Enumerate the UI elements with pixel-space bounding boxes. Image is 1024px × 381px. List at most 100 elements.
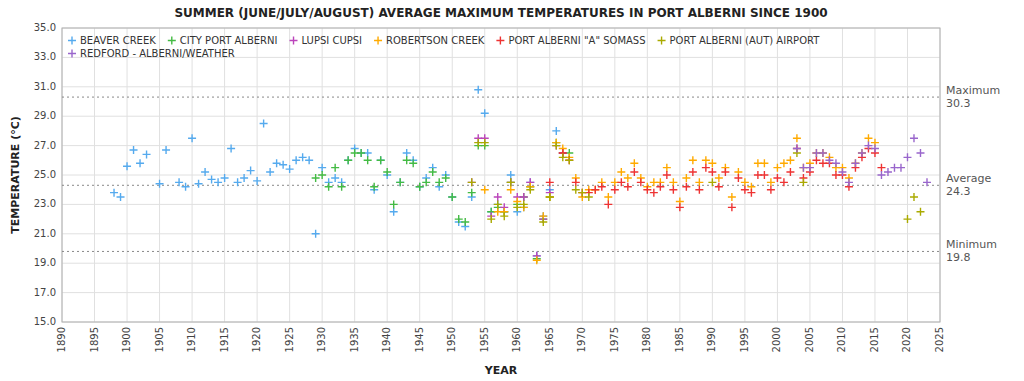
point [728, 203, 736, 211]
point [234, 178, 242, 186]
point [604, 193, 612, 201]
point [507, 178, 515, 186]
reference-line [62, 251, 940, 252]
x-grid-line [159, 28, 160, 322]
point [708, 178, 716, 186]
y-tick-label: 23.0 [34, 198, 56, 209]
legend-marker [68, 37, 76, 45]
point [123, 162, 131, 170]
x-tick-label: 1940 [381, 327, 392, 352]
point [429, 168, 437, 176]
point [572, 178, 580, 186]
legend-label: BEAVER CREEK [80, 35, 156, 46]
point [143, 150, 151, 158]
point [357, 149, 365, 157]
tick-labels: 15.017.019.021.023.025.027.029.031.033.0… [34, 22, 945, 352]
point [903, 153, 911, 161]
point [312, 230, 320, 238]
point [799, 178, 807, 186]
x-tick-label: 1900 [121, 327, 132, 352]
point [117, 193, 125, 201]
x-grid-line [354, 28, 355, 322]
plot-frame [62, 28, 940, 322]
point [715, 174, 723, 182]
x-grid-line [127, 28, 128, 322]
x-tick-label: 1925 [284, 327, 295, 352]
series [546, 145, 886, 212]
point [253, 177, 261, 185]
point [910, 193, 918, 201]
y-tick-label: 17.0 [34, 287, 56, 298]
x-grid-line [192, 28, 193, 322]
x-tick-label: 1915 [219, 327, 230, 352]
x-tick-label: 1975 [609, 327, 620, 352]
annotation-value: 19.8 [946, 251, 971, 264]
x-tick-label: 1970 [576, 327, 587, 352]
point [780, 178, 788, 186]
point [689, 156, 697, 164]
point [663, 164, 671, 172]
x-grid-line [614, 28, 615, 322]
point [728, 193, 736, 201]
legend-item: LUPSI CUPSI [290, 35, 363, 46]
legend-label: CITY PORT ALBERNI [180, 35, 278, 46]
legend-label: ROBERTSON CREEK [386, 35, 485, 46]
x-tick-label: 2025 [934, 327, 945, 352]
point [786, 156, 794, 164]
point [338, 183, 346, 191]
point [435, 178, 443, 186]
y-tick-label: 19.0 [34, 257, 56, 268]
legend-item: CITY PORT ALBERNI [168, 35, 278, 46]
x-tick-label: 1930 [316, 327, 327, 352]
x-tick-label: 2015 [869, 327, 880, 352]
point [669, 186, 677, 194]
point [565, 156, 573, 164]
point [617, 178, 625, 186]
point [396, 178, 404, 186]
point [650, 189, 658, 197]
point [468, 178, 476, 186]
point [390, 200, 398, 208]
annotations: Maximum30.3Average24.3Minimum19.8 [946, 84, 1000, 264]
reference-line [62, 185, 940, 186]
point [156, 180, 164, 188]
point [546, 178, 554, 186]
point [403, 149, 411, 157]
point [507, 186, 515, 194]
series [481, 134, 879, 264]
x-tick-label: 1950 [446, 327, 457, 352]
y-tick-label: 33.0 [34, 51, 56, 62]
point [546, 193, 554, 201]
point [552, 142, 560, 150]
point [331, 174, 339, 182]
point [318, 171, 326, 179]
point [715, 183, 723, 191]
point [708, 168, 716, 176]
legend-item: PORT ALBERNI "A" SOMASS [496, 35, 645, 46]
point [838, 168, 846, 176]
point [916, 208, 924, 216]
point [682, 174, 690, 182]
point [617, 168, 625, 176]
x-tick-label: 1985 [674, 327, 685, 352]
x-tick-label: 2005 [804, 327, 815, 352]
point [396, 178, 404, 186]
point [858, 149, 866, 157]
y-tick-label: 21.0 [34, 228, 56, 239]
annotation-value: 30.3 [946, 97, 971, 110]
legend-label: PORT ALBERNI (AUT) AIRPORT [670, 35, 821, 46]
series [110, 86, 560, 260]
legend-item: ROBERTSON CREEK [374, 35, 485, 46]
point [364, 156, 372, 164]
point [884, 168, 892, 176]
x-tick-label: 1980 [641, 327, 652, 352]
point [195, 180, 203, 188]
point [539, 218, 547, 226]
y-tick-label: 29.0 [34, 110, 56, 121]
point [663, 171, 671, 179]
y-tick-label: 35.0 [34, 22, 56, 33]
legend-label: LUPSI CUPSI [302, 35, 363, 46]
point [507, 171, 515, 179]
y-tick-label: 25.0 [34, 169, 56, 180]
point [520, 200, 528, 208]
